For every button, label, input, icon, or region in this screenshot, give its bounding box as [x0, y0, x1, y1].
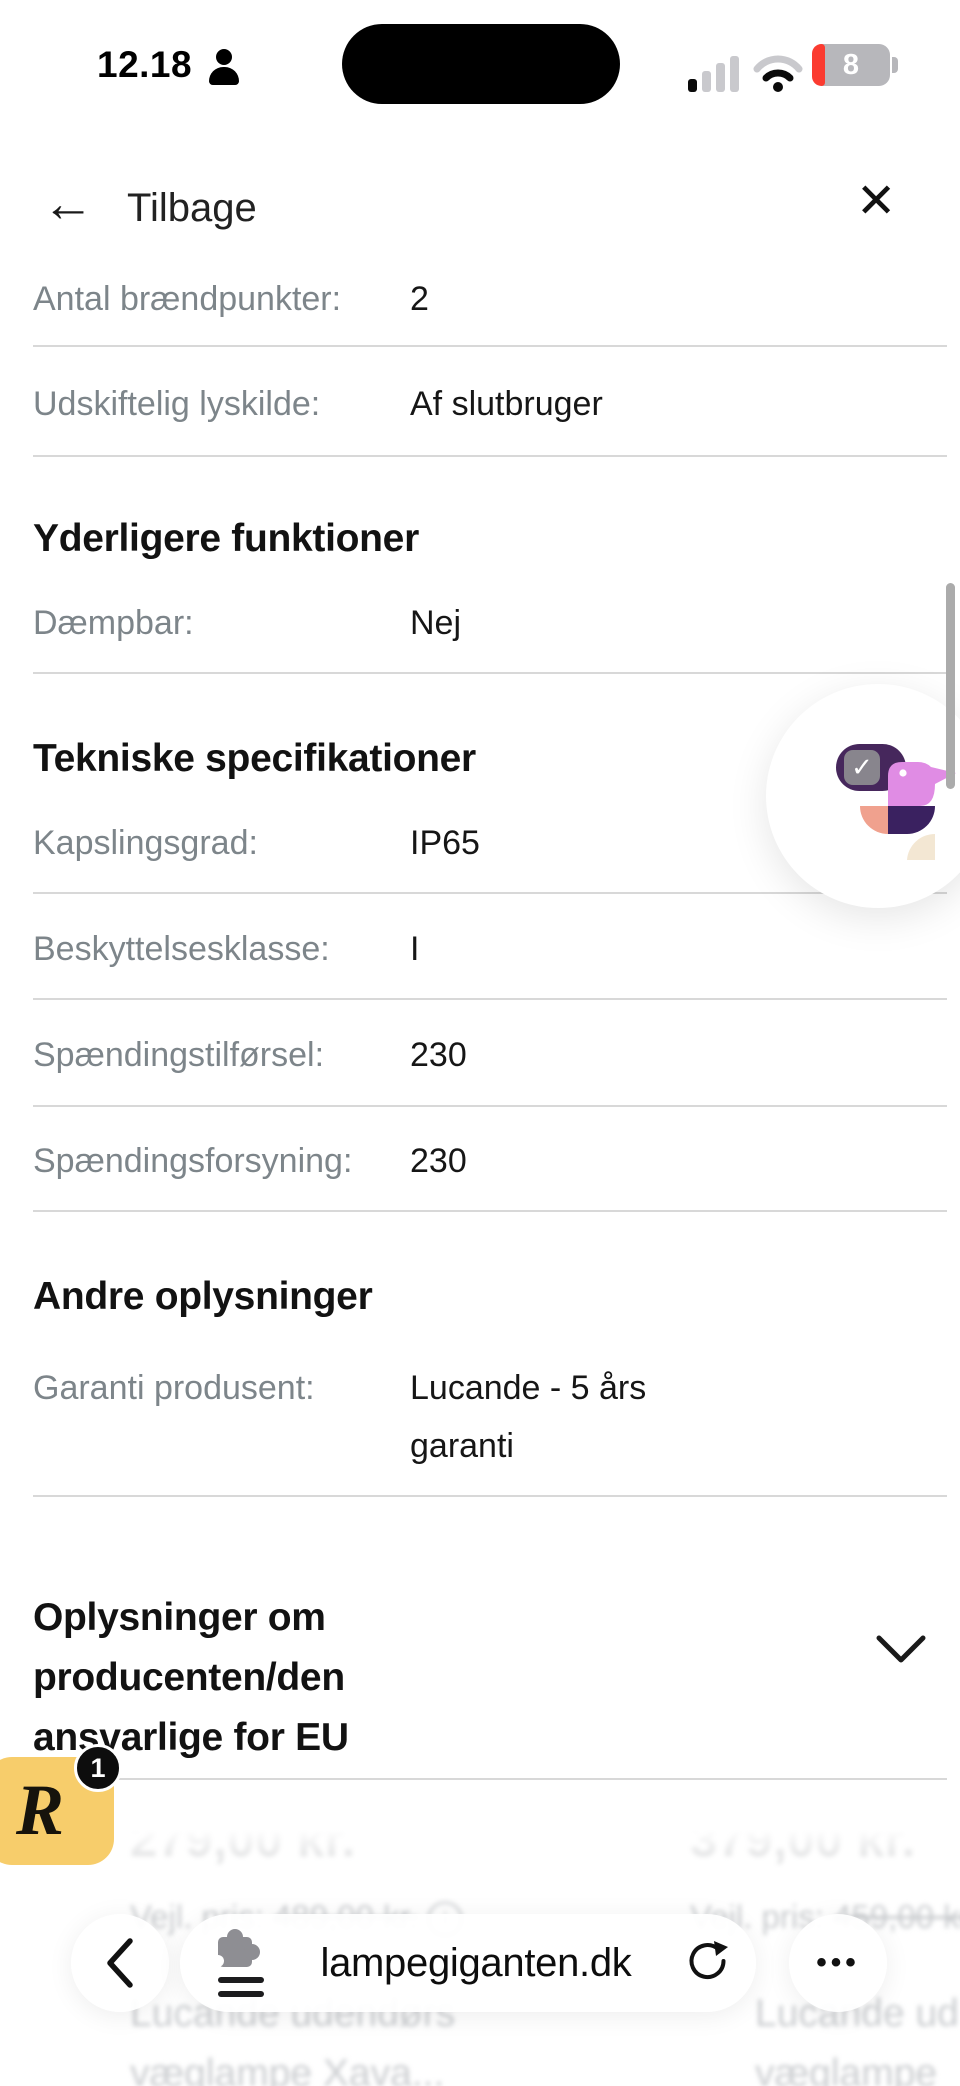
section-heading-technical-specs: Tekniske specifikationer — [33, 737, 476, 780]
collapsible-eu-producer-info[interactable]: Oplysninger om producenten/den ansvarlig… — [33, 1588, 593, 1768]
chevron-left-icon — [107, 1938, 133, 1988]
divider — [33, 1495, 947, 1497]
section-heading-other-info: Andre oplysninger — [33, 1275, 373, 1318]
divider — [33, 1210, 947, 1212]
hummingbird-logo-icon[interactable] — [856, 760, 958, 860]
url-text[interactable]: lampegiganten.dk — [320, 1940, 632, 1985]
spec-row: Kapslingsgrad: IP65 — [33, 824, 480, 862]
chevron-down-icon[interactable] — [874, 1632, 928, 1668]
divider — [33, 345, 947, 347]
spec-row: Spændingsforsyning: 230 — [33, 1142, 467, 1180]
wifi-icon — [753, 55, 803, 92]
spec-row: Dæmpbar: Nej — [33, 604, 462, 642]
reload-icon[interactable] — [684, 1940, 730, 1986]
focus-person-icon — [208, 49, 240, 89]
spec-row: Udskiftelig lyskilde: Af slutbruger — [33, 385, 603, 423]
spec-row: Antal brændpunkter: 2 — [33, 280, 429, 318]
extensions-puzzle-icon[interactable] — [216, 1927, 268, 1999]
coupon-extension-badge[interactable]: R — [0, 1757, 114, 1865]
divider — [33, 1105, 947, 1107]
check-icon: ✓ — [844, 750, 880, 785]
back-button-label[interactable]: Tilbage — [127, 186, 257, 230]
spec-row: Beskyttelsesklasse: I — [33, 930, 420, 968]
battery-percent: 8 — [842, 49, 860, 81]
divider — [33, 998, 947, 1000]
divider — [33, 1778, 947, 1780]
section-heading-extra-functions: Yderligere funktioner — [33, 517, 419, 560]
cellular-signal-icon — [688, 56, 750, 92]
ellipsis-icon: ••• — [816, 1946, 860, 1979]
clock: 12.18 — [97, 44, 193, 85]
back-arrow-icon[interactable]: ← — [42, 175, 94, 233]
browser-more-button[interactable]: ••• — [789, 1914, 887, 2012]
divider — [33, 672, 947, 674]
battery-low-fill — [812, 44, 825, 86]
status-bar: 12.18 8 — [0, 0, 960, 130]
battery-icon: 8 — [812, 44, 898, 86]
notification-count-badge[interactable]: 1 — [74, 1744, 122, 1792]
dynamic-island — [342, 24, 620, 104]
scrollbar[interactable] — [946, 583, 955, 789]
coupon-extension-logo: R — [16, 1770, 65, 1850]
divider — [33, 892, 947, 894]
close-icon[interactable]: ✕ — [856, 175, 897, 228]
eu-title-line1: Oplysninger om producenten/den — [33, 1596, 345, 1699]
browser-back-button[interactable] — [71, 1914, 169, 2012]
spec-row: Garanti produsent: Lucande - 5 års garan… — [33, 1369, 647, 1465]
address-bar[interactable]: lampegiganten.dk — [180, 1914, 756, 2012]
divider — [33, 455, 947, 457]
spec-row: Spændingstilførsel: 230 — [33, 1036, 467, 1074]
